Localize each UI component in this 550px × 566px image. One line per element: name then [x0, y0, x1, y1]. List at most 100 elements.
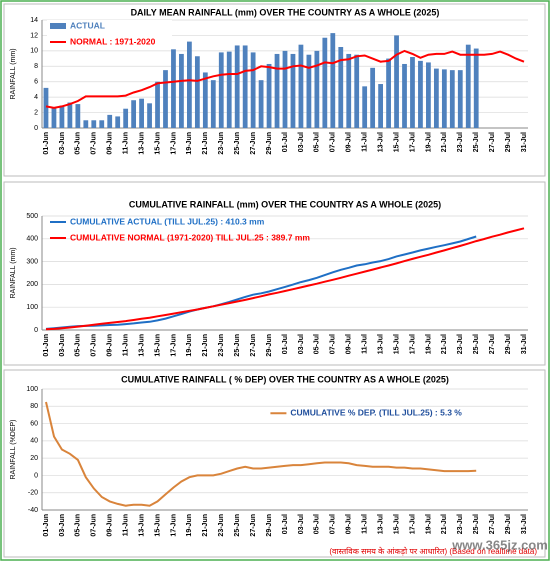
bar — [99, 120, 105, 128]
watermark: www.365jz.com — [451, 537, 548, 552]
y-tick-label: 100 — [26, 304, 38, 311]
x-tick-label: 25-Jun — [234, 514, 241, 537]
x-tick-label: 07-Jul — [330, 132, 337, 152]
line — [45, 401, 477, 507]
x-tick-label: 21-Jul — [441, 334, 448, 354]
x-tick-label: 29-Jul — [505, 514, 512, 534]
line — [45, 49, 525, 109]
x-tick-label: 01-Jun — [43, 334, 50, 357]
panel — [3, 181, 546, 366]
x-tick-label: 17-Jun — [170, 132, 177, 155]
x-tick-label: 27-Jul — [489, 514, 496, 534]
y-tick-label: 6 — [34, 79, 38, 86]
bar — [394, 35, 399, 128]
bar — [346, 53, 352, 128]
y-tick-label: 500 — [26, 213, 38, 220]
x-tick-label: 21-Jun — [202, 132, 209, 155]
x-tick-label: 15-Jul — [393, 132, 400, 152]
bar — [147, 103, 152, 128]
x-tick-label: 13-Jun — [138, 334, 145, 357]
x-tick-label: 17-Jun — [170, 334, 177, 357]
bar — [123, 108, 129, 128]
x-tick-label: 25-Jun — [234, 334, 241, 357]
x-tick-label: 23-Jun — [218, 514, 225, 537]
x-tick-label: 17-Jul — [409, 514, 416, 534]
bar — [75, 104, 81, 128]
x-tick-label: 01-Jun — [43, 514, 50, 537]
y-tick-label: 0 — [34, 327, 38, 334]
x-tick-label: 29-Jul — [505, 334, 512, 354]
x-tick-label: 31-Jul — [521, 334, 528, 354]
x-tick-label: 31-Jul — [521, 514, 528, 534]
y-axis-label: RAINFALL (mm) — [10, 247, 17, 298]
bar — [59, 105, 65, 128]
y-tick-label: 10 — [30, 48, 38, 55]
y-tick-label: -40 — [28, 507, 38, 514]
x-tick-label: 05-Jul — [314, 132, 321, 152]
line — [45, 235, 477, 330]
y-tick-label: 14 — [30, 17, 38, 24]
bar — [226, 51, 232, 128]
x-tick-label: 07-Jun — [91, 334, 98, 357]
bar — [187, 41, 192, 128]
x-tick-label: 11-Jun — [122, 132, 129, 154]
x-tick-label: 23-Jul — [457, 514, 464, 534]
bar — [282, 50, 288, 128]
x-tick-label: 11-Jun — [122, 334, 129, 356]
x-tick-label: 17-Jul — [409, 334, 416, 354]
x-tick-label: 07-Jun — [91, 132, 98, 155]
x-tick-label: 27-Jun — [250, 132, 257, 155]
x-tick-label: 15-Jun — [154, 514, 161, 537]
x-tick-label: 23-Jul — [457, 132, 464, 152]
bar — [465, 44, 471, 128]
x-tick-label: 01-Jul — [282, 132, 289, 152]
x-tick-label: 19-Jun — [186, 334, 193, 357]
x-tick-label: 05-Jul — [314, 514, 321, 534]
bar — [386, 58, 391, 129]
y-tick-label: -20 — [28, 490, 38, 497]
x-tick-label: 27-Jul — [489, 334, 496, 354]
legend-label: CUMULATIVE NORMAL (1971-2020) TILL JUL.2… — [70, 232, 310, 242]
x-tick-label: 11-Jul — [362, 132, 369, 152]
y-tick-label: 300 — [26, 258, 38, 265]
bar — [426, 62, 431, 128]
x-tick-label: 09-Jul — [346, 334, 353, 354]
x-tick-label: 05-Jun — [75, 132, 82, 155]
bar — [115, 116, 121, 128]
x-tick-label: 05-Jun — [75, 514, 82, 537]
panel — [3, 3, 546, 177]
bar — [378, 84, 383, 128]
x-tick-label: 25-Jul — [473, 334, 480, 354]
x-tick-label: 09-Jun — [107, 334, 114, 357]
bar — [354, 54, 360, 128]
x-tick-label: 01-Jul — [282, 514, 289, 534]
x-tick-label: 21-Jun — [202, 514, 209, 537]
y-tick-label: 8 — [34, 63, 38, 70]
x-tick-label: 07-Jun — [91, 514, 98, 537]
x-tick-label: 03-Jul — [298, 514, 305, 534]
x-tick-label: 01-Jun — [43, 132, 50, 155]
bar — [266, 63, 272, 128]
y-tick-label: 2 — [34, 109, 38, 116]
x-tick-label: 15-Jul — [393, 514, 400, 534]
y-tick-label: 60 — [30, 420, 38, 427]
bar — [242, 45, 248, 129]
bar — [155, 81, 160, 128]
x-tick-label: 27-Jul — [489, 132, 496, 152]
chart-title: DAILY MEAN RAINFALL (mm) OVER THE COUNTR… — [131, 7, 440, 17]
bar — [51, 107, 57, 128]
x-tick-label: 15-Jun — [154, 132, 161, 155]
x-tick-label: 13-Jul — [377, 334, 384, 354]
bar — [83, 120, 89, 128]
bar — [171, 49, 176, 128]
x-tick-label: 19-Jun — [186, 132, 193, 155]
bar — [433, 68, 439, 128]
x-tick-label: 17-Jun — [170, 514, 177, 537]
x-tick-label: 15-Jun — [154, 334, 161, 357]
annotation: (वास्तविक समय के आंकड़ो पर आधारित) (Base… — [329, 546, 537, 556]
bar — [107, 114, 113, 128]
bar — [179, 53, 184, 128]
legend-label: CUMULATIVE ACTUAL (TILL JUL.25) : 410.3 … — [70, 216, 265, 226]
bar — [330, 33, 336, 128]
